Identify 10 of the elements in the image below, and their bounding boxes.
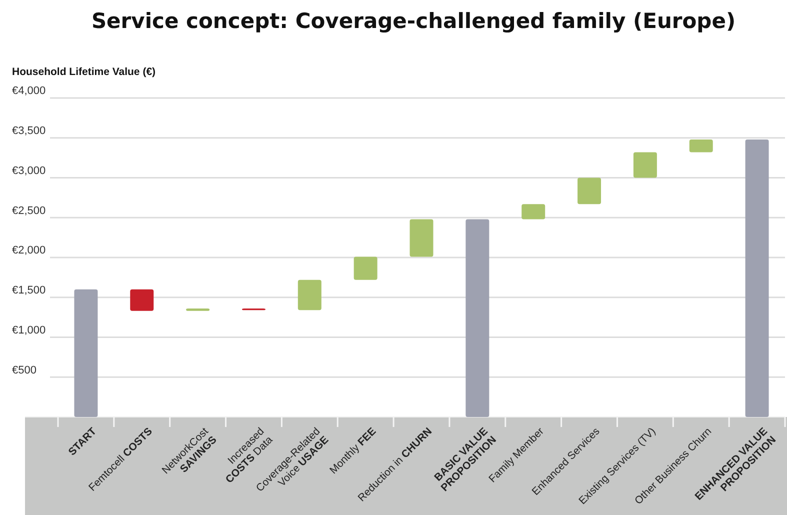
y-axis-title: Household Lifetime Value (€) xyxy=(12,66,156,78)
chart-title: Service concept: Coverage-challenged family (Europe) xyxy=(91,9,736,33)
y-tick-label: €4,000 xyxy=(12,85,46,98)
y-tick-label: €3,500 xyxy=(12,125,46,138)
y-tick-label: €2,500 xyxy=(12,204,46,217)
y-tick-label: €1,500 xyxy=(12,284,46,297)
y-tick-label: €500 xyxy=(12,364,36,376)
y-tick-label: €3,000 xyxy=(12,164,46,177)
y-tick-label: €1,000 xyxy=(12,324,46,336)
y-tick-label: €2,000 xyxy=(12,244,46,257)
